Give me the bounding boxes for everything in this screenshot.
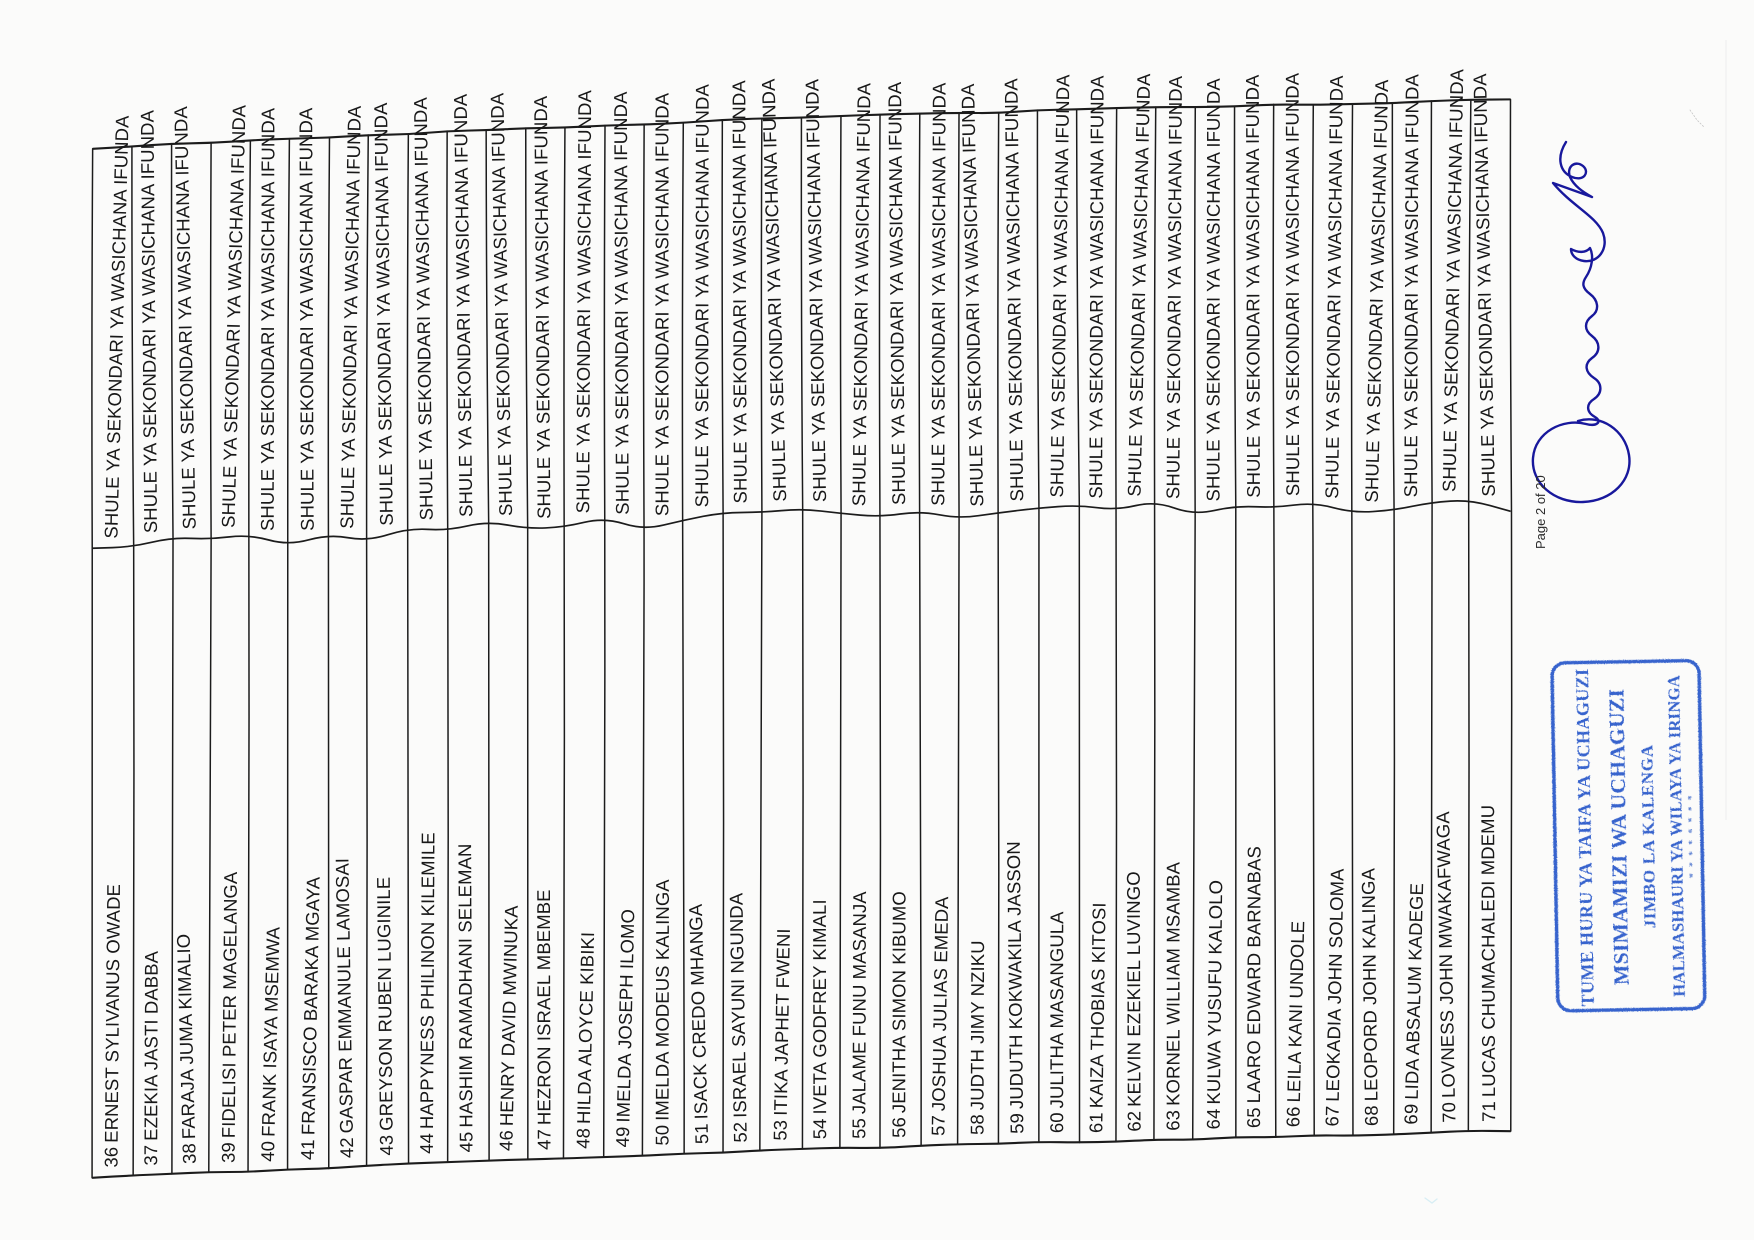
svg-text:* * * * * * * *: * * * * * * * * bbox=[1686, 793, 1697, 878]
svg-text:MSIMAMIZI WA UCHAGUZI: MSIMAMIZI WA UCHAGUZI bbox=[1604, 689, 1633, 986]
svg-text:TUME HURU YA TAIFA YA UCHAGUZI: TUME HURU YA TAIFA YA UCHAGUZI bbox=[1572, 668, 1598, 1006]
svg-text:HALMASHAURI YA WILAYA YA IRING: HALMASHAURI YA WILAYA YA IRINGA bbox=[1664, 675, 1689, 997]
svg-text:JIMBO LA KALENGA: JIMBO LA KALENGA bbox=[1637, 744, 1659, 928]
